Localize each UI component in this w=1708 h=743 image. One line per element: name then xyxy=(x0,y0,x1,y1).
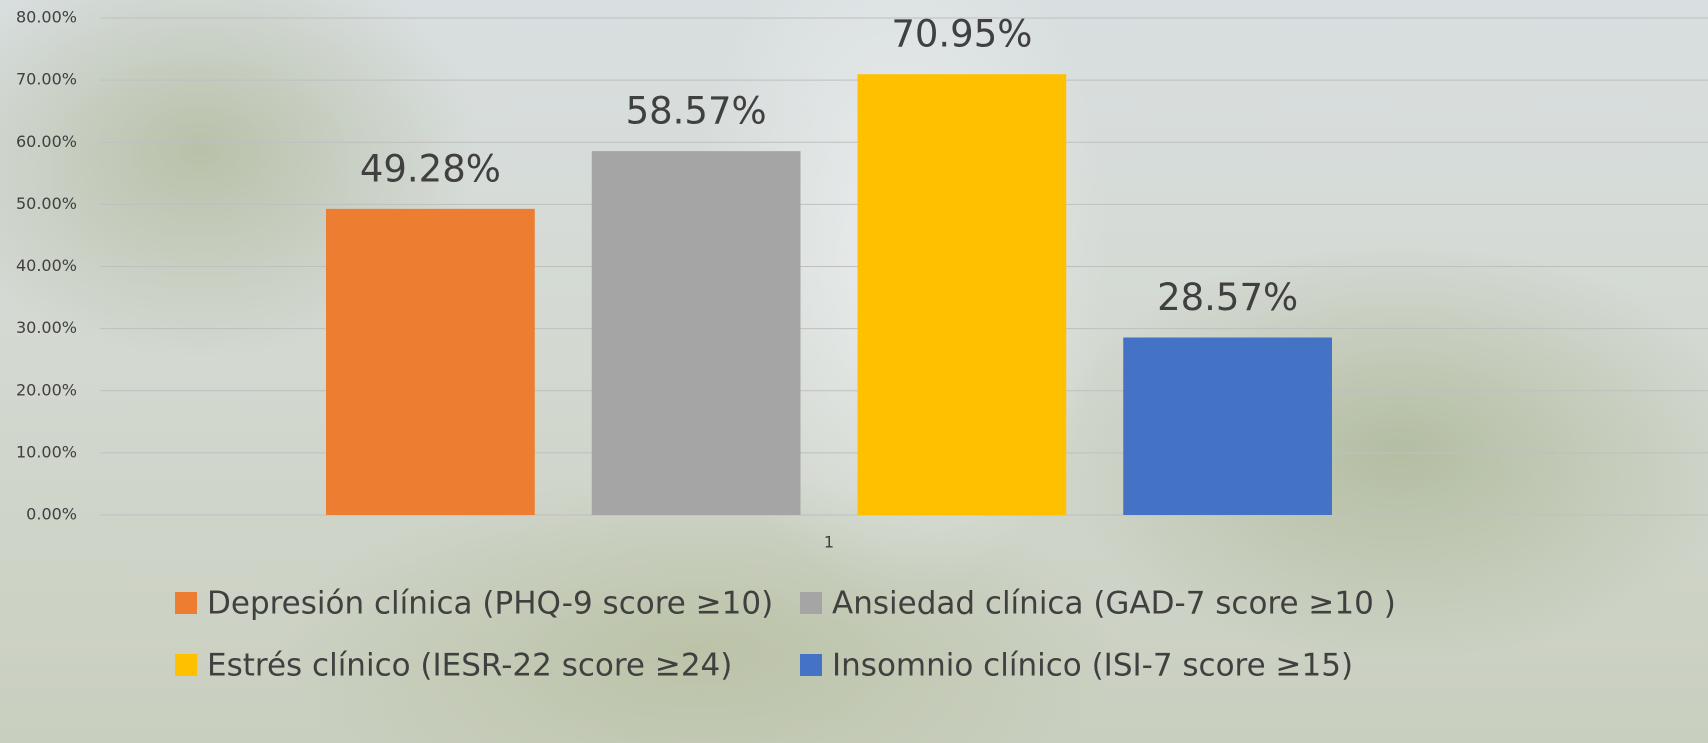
y-tick-label: 20.00% xyxy=(16,380,77,399)
legend-label: Ansiedad clínica (GAD-7 score ≥10 ) xyxy=(832,586,1396,622)
x-tick-label: 1 xyxy=(824,533,834,552)
y-tick-label: 50.00% xyxy=(16,194,77,213)
legend-label: Insomnio clínico (ISI-7 score ≥15) xyxy=(832,648,1353,684)
value-label: 58.57% xyxy=(626,90,767,133)
bar xyxy=(857,74,1067,516)
y-tick-label: 80.00% xyxy=(16,8,77,27)
legend-swatch xyxy=(800,654,822,676)
legend-swatch xyxy=(800,592,822,614)
value-label: 28.57% xyxy=(1157,276,1298,319)
legend-label: Estrés clínico (IESR-22 score ≥24) xyxy=(207,648,732,684)
value-label: 70.95% xyxy=(891,13,1032,56)
bar xyxy=(1123,337,1332,515)
bar xyxy=(326,208,535,515)
y-tick-label: 10.00% xyxy=(16,442,77,461)
y-tick-label: 40.00% xyxy=(16,256,77,275)
bar xyxy=(591,151,801,515)
legend-swatch xyxy=(175,654,197,676)
value-label: 49.28% xyxy=(360,147,501,190)
legend-swatch xyxy=(175,592,197,614)
y-tick-label: 0.00% xyxy=(26,505,77,524)
y-tick-label: 30.00% xyxy=(16,318,77,337)
y-tick-label: 60.00% xyxy=(16,132,77,151)
y-tick-label: 70.00% xyxy=(16,70,77,89)
legend-label: Depresión clínica (PHQ-9 score ≥10) xyxy=(207,586,773,622)
